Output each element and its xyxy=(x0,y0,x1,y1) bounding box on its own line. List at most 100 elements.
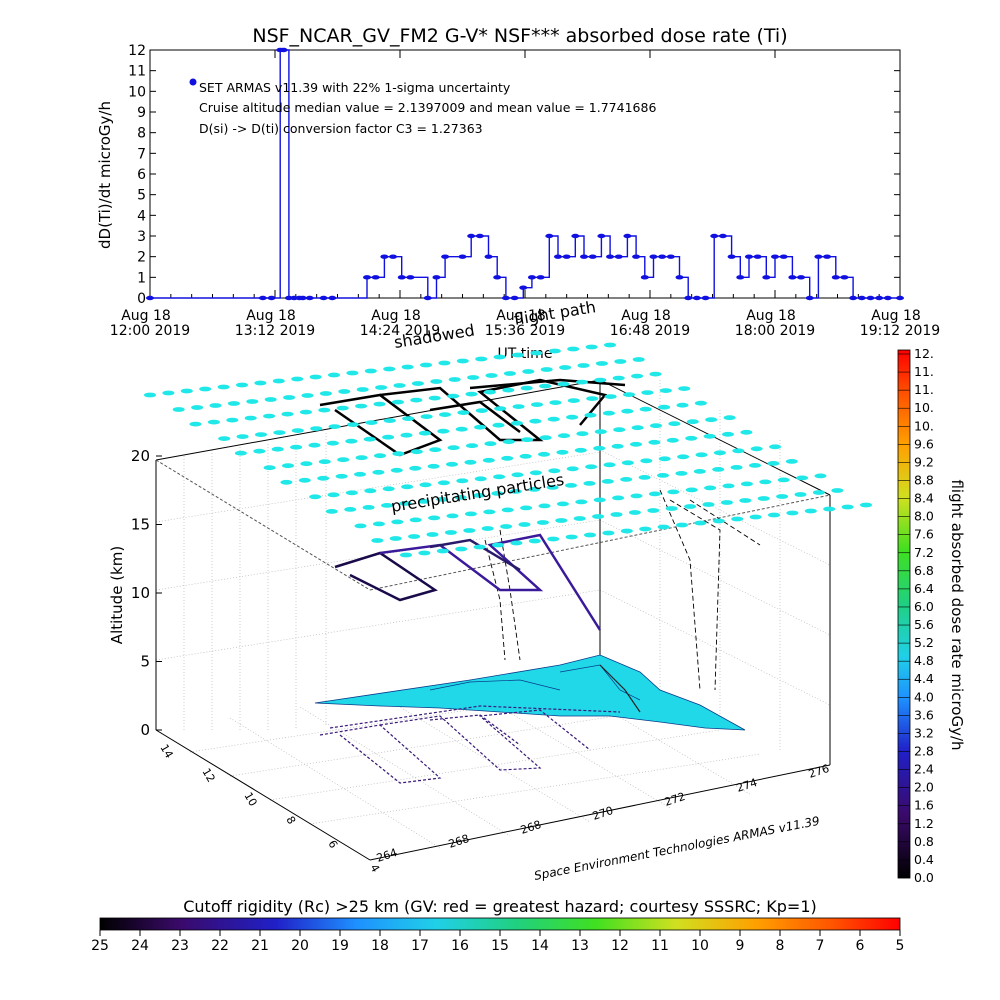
particle-mark xyxy=(411,381,424,386)
data-point xyxy=(718,233,727,239)
data-point xyxy=(267,295,276,301)
particle-mark xyxy=(282,463,294,469)
particle-mark xyxy=(621,408,634,414)
particle-mark xyxy=(309,374,322,380)
particle-mark xyxy=(546,485,559,490)
data-point xyxy=(658,254,667,259)
particle-mark xyxy=(466,443,478,449)
colorbar-tick-label: 2.0 xyxy=(914,780,934,795)
particle-mark xyxy=(685,435,698,441)
data-point xyxy=(727,254,736,259)
particle-mark xyxy=(345,490,358,496)
rigidity-tick-label: 15 xyxy=(491,938,509,954)
x-tick-date: Aug 18 xyxy=(871,308,921,324)
particle-mark xyxy=(831,488,844,493)
data-point xyxy=(484,254,493,259)
x-tick-time: 14:24 2019 xyxy=(360,323,440,339)
particle-mark xyxy=(365,420,378,425)
colorbar-tick-label: 6.0 xyxy=(914,599,934,614)
particle-mark xyxy=(354,471,366,477)
particle-mark xyxy=(584,532,596,538)
data-point xyxy=(536,275,545,280)
particle-mark xyxy=(298,477,311,483)
particle-mark xyxy=(382,486,395,492)
particle-mark xyxy=(419,482,432,488)
particle-mark xyxy=(436,548,449,554)
particle-mark xyxy=(281,411,294,417)
colorbar-tick-label: 10. xyxy=(914,418,934,433)
colorbar-tick-label: 8.0 xyxy=(914,509,934,524)
rigidity-tick-label: 18 xyxy=(371,938,389,954)
particle-mark xyxy=(325,509,338,514)
particle-mark xyxy=(308,442,321,448)
particle-mark xyxy=(485,373,498,378)
particle-mark xyxy=(731,516,744,522)
particle-mark xyxy=(363,436,376,442)
rigidity-tick-label: 21 xyxy=(251,938,269,954)
particle-mark xyxy=(501,455,514,461)
particle-mark xyxy=(328,372,340,378)
particle-mark xyxy=(649,371,662,377)
data-point xyxy=(675,275,684,280)
particle-mark xyxy=(272,378,285,384)
data-point xyxy=(606,254,615,259)
particle-mark xyxy=(610,512,623,517)
data-point xyxy=(475,233,484,239)
particle-mark xyxy=(456,358,469,364)
x-tick-time: 13:12 2019 xyxy=(235,323,315,339)
y-tick-label: 6 xyxy=(137,167,146,183)
data-point xyxy=(389,254,398,259)
particle-mark xyxy=(583,481,596,486)
particle-mark xyxy=(648,439,661,445)
particle-mark xyxy=(794,492,807,497)
particle-mark xyxy=(280,479,293,485)
particle-mark xyxy=(702,502,715,507)
y-axis-label: dD(Ti)/dt microGy/h xyxy=(96,101,114,249)
particle-mark xyxy=(768,512,780,518)
longitude-tick-label: 268 xyxy=(519,818,543,837)
particle-mark xyxy=(730,465,743,470)
particle-mark xyxy=(371,538,384,543)
data-point xyxy=(467,233,476,239)
x-tick-time: 15:36 2019 xyxy=(485,323,565,339)
particle-mark xyxy=(565,483,577,488)
particle-mark xyxy=(417,499,430,504)
data-point xyxy=(519,285,528,290)
particle-mark xyxy=(437,480,450,486)
particle-mark xyxy=(722,483,735,489)
longitude-tick-label: 264 xyxy=(375,846,399,865)
particle-mark xyxy=(326,440,339,446)
particle-mark xyxy=(336,405,349,411)
colorbar-tick-label: 10. xyxy=(914,400,934,415)
particle-mark xyxy=(290,444,303,450)
x-axis-label: UT time xyxy=(498,346,553,362)
data-point xyxy=(831,275,840,280)
particle-mark xyxy=(401,484,414,490)
particle-mark xyxy=(503,371,516,376)
particle-mark xyxy=(528,487,541,492)
particle-mark xyxy=(767,461,780,466)
dose-rate-colorbar: 0.0 0.4 0.8 1.2 1.6 2.0 2.4 2.8 3.2 3.6 4.0 4.4 4.8 5… xyxy=(897,346,966,885)
particle-mark xyxy=(749,514,762,520)
particle-mark xyxy=(740,429,753,435)
particle-mark xyxy=(677,454,690,460)
data-point xyxy=(298,295,307,301)
particle-mark xyxy=(555,518,568,523)
particle-mark xyxy=(236,434,249,439)
rigidity-tick-label: 9 xyxy=(736,938,745,954)
particle-mark xyxy=(236,382,248,388)
data-point xyxy=(666,254,675,259)
y-tick-label: 10 xyxy=(128,84,146,100)
particle-mark xyxy=(573,516,586,521)
particle-mark xyxy=(519,453,532,459)
data-point xyxy=(258,295,267,301)
particle-mark xyxy=(566,414,579,420)
particle-mark xyxy=(539,435,552,441)
colorbar-tick-label: 0.8 xyxy=(914,834,934,849)
x-tick-time: 18:00 2019 xyxy=(735,323,815,339)
particle-mark xyxy=(640,458,653,464)
x-tick-date: Aug 18 xyxy=(246,308,296,324)
colorbar-tick-label: 7.6 xyxy=(914,527,934,542)
particle-mark xyxy=(530,350,543,356)
particle-mark xyxy=(566,466,579,472)
